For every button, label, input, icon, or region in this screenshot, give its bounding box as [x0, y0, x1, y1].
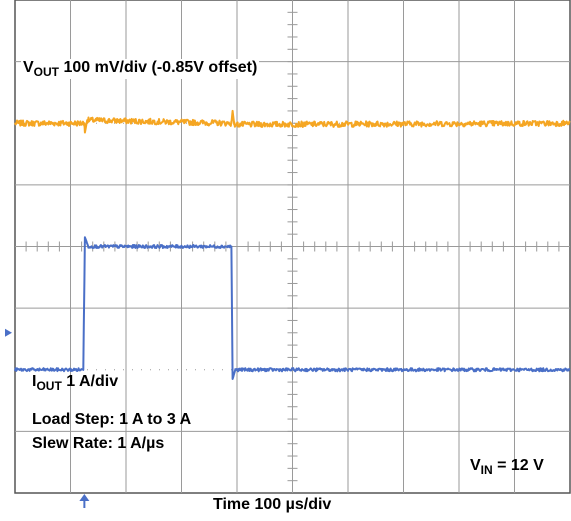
vout-name: V	[23, 59, 34, 76]
iout-name: I	[32, 373, 37, 390]
vout-scale: 100 mV/div (-0.85V offset)	[59, 59, 258, 76]
markers	[5, 328, 90, 508]
slew-rate-annotation: Slew Rate: 1 A/µs	[32, 435, 165, 452]
iout-trace	[14, 236, 571, 380]
grid	[14, 0, 571, 494]
vin-name: V	[470, 457, 481, 474]
iout-scale-label: IOUT 1 A/div	[32, 373, 118, 393]
iout-scale: 1 A/div	[61, 373, 119, 390]
traces	[14, 109, 571, 380]
trigger-marker	[79, 494, 90, 501]
iout-name-sub: OUT	[36, 379, 62, 393]
x-axis-label: Time 100 µs/div	[213, 496, 332, 513]
vout-trace	[14, 109, 571, 134]
ground-level-marker	[5, 328, 12, 337]
vin-name-sub: IN	[480, 463, 493, 477]
vin-value: = 12 V	[492, 457, 544, 474]
vout-scale-label: VOUT 100 mV/div (-0.85V offset)	[21, 59, 260, 79]
vin-annotation: VIN = 12 V	[470, 457, 544, 477]
vout-name-sub: OUT	[33, 65, 60, 79]
load-step-annotation: Load Step: 1 A to 3 A	[32, 411, 192, 428]
